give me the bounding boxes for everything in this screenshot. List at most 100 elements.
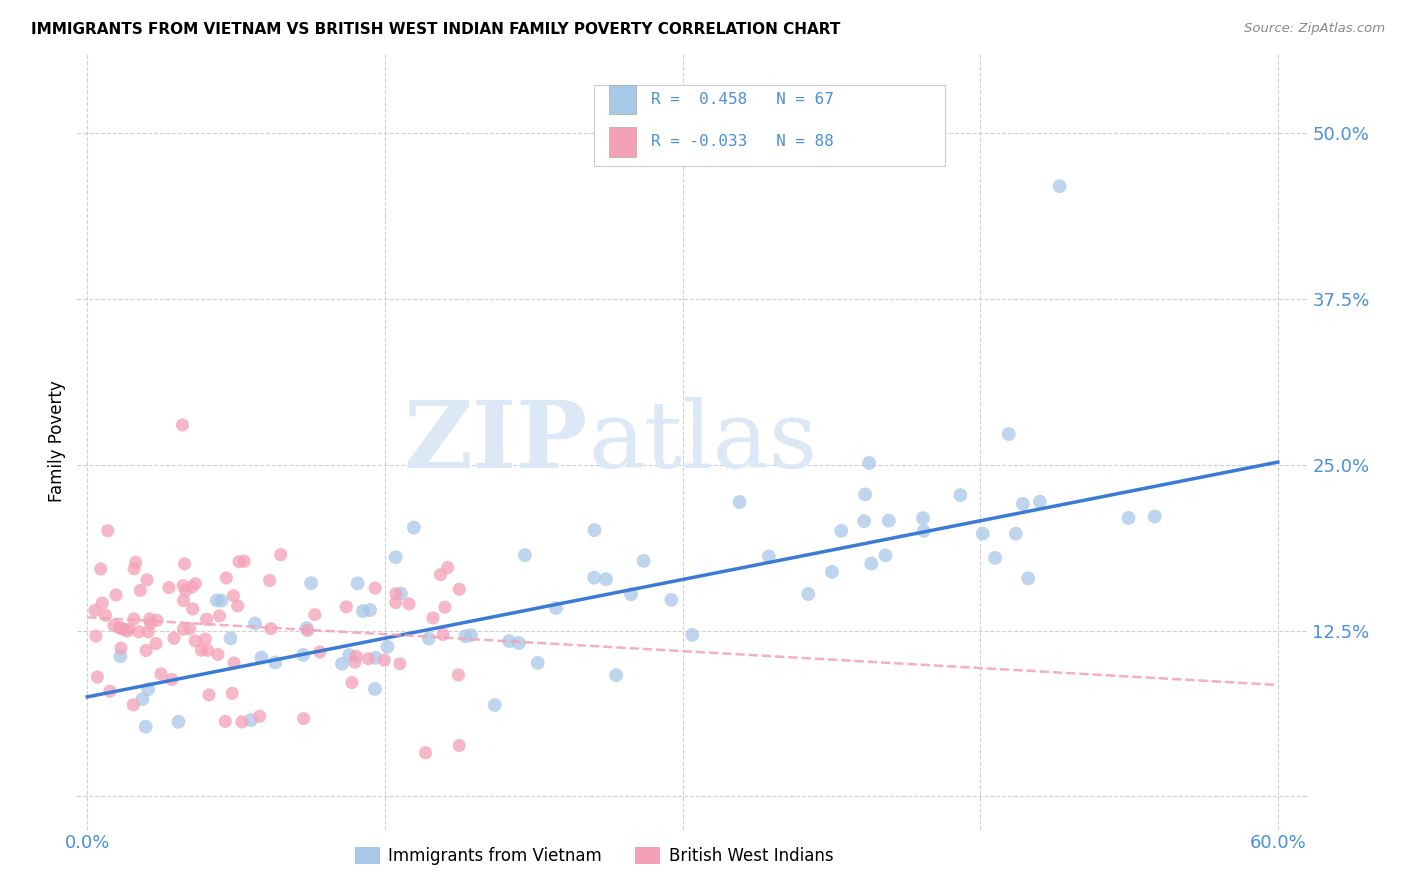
- Point: [1012, 497, 1035, 511]
- Point: [659, 592, 682, 607]
- Point: [508, 636, 530, 650]
- Point: [373, 653, 395, 667]
- Point: [292, 712, 315, 726]
- Point: [1017, 571, 1039, 585]
- Bar: [609, 128, 636, 157]
- Point: [454, 629, 477, 643]
- Point: [131, 692, 153, 706]
- Point: [135, 720, 157, 734]
- Point: [110, 641, 132, 656]
- Point: [346, 576, 368, 591]
- Text: IMMIGRANTS FROM VIETNAM VS BRITISH WEST INDIAN FAMILY POVERTY CORRELATION CHART: IMMIGRANTS FROM VIETNAM VS BRITISH WEST …: [31, 22, 841, 37]
- Point: [112, 622, 135, 636]
- Point: [337, 648, 360, 662]
- Text: R = -0.033   N = 88: R = -0.033 N = 88: [651, 135, 834, 150]
- Point: [139, 612, 162, 626]
- Point: [90, 562, 112, 576]
- Point: [239, 713, 262, 727]
- Point: [357, 651, 380, 665]
- Point: [160, 673, 183, 687]
- Point: [259, 574, 281, 588]
- Point: [402, 520, 425, 534]
- Point: [136, 573, 159, 587]
- Point: [343, 655, 366, 669]
- Point: [1004, 526, 1026, 541]
- Y-axis label: Family Poverty: Family Poverty: [48, 381, 66, 502]
- Point: [250, 650, 273, 665]
- Point: [498, 634, 520, 648]
- Point: [222, 656, 245, 670]
- Point: [633, 554, 655, 568]
- Point: [138, 624, 160, 639]
- Point: [853, 514, 876, 528]
- Point: [912, 524, 935, 538]
- Point: [181, 602, 204, 616]
- Point: [122, 698, 145, 712]
- Point: [432, 627, 454, 641]
- Point: [429, 567, 451, 582]
- Point: [583, 571, 606, 585]
- Point: [198, 688, 221, 702]
- Point: [136, 682, 159, 697]
- Point: [821, 565, 844, 579]
- Point: [447, 668, 470, 682]
- Point: [797, 587, 820, 601]
- Point: [340, 675, 363, 690]
- Point: [264, 656, 287, 670]
- Point: [180, 580, 202, 594]
- Point: [222, 589, 245, 603]
- Point: [460, 628, 482, 642]
- Point: [228, 555, 250, 569]
- Text: ZIP: ZIP: [404, 397, 588, 486]
- Point: [243, 616, 266, 631]
- Point: [364, 650, 387, 665]
- Text: R =  0.458   N = 67: R = 0.458 N = 67: [651, 92, 834, 107]
- Point: [728, 495, 751, 509]
- Point: [103, 618, 125, 632]
- Bar: [609, 85, 636, 114]
- Point: [214, 714, 236, 729]
- Point: [1049, 179, 1071, 194]
- Point: [484, 698, 506, 712]
- Point: [297, 624, 319, 638]
- Point: [226, 599, 249, 613]
- Point: [122, 612, 145, 626]
- Point: [292, 648, 315, 662]
- Point: [146, 613, 169, 627]
- Point: [209, 593, 232, 607]
- Point: [1029, 494, 1052, 508]
- Point: [1143, 509, 1166, 524]
- Text: atlas: atlas: [588, 397, 817, 486]
- Point: [167, 714, 190, 729]
- Point: [433, 600, 456, 615]
- Point: [231, 714, 253, 729]
- Point: [249, 709, 271, 723]
- Point: [681, 628, 703, 642]
- Point: [145, 636, 167, 650]
- Point: [129, 583, 152, 598]
- Point: [418, 632, 440, 646]
- Point: [388, 657, 411, 671]
- Point: [911, 511, 934, 525]
- Point: [184, 576, 207, 591]
- Point: [97, 524, 120, 538]
- Point: [84, 603, 107, 617]
- Point: [84, 629, 107, 643]
- Point: [94, 608, 117, 623]
- Point: [583, 523, 606, 537]
- Point: [260, 622, 283, 636]
- Point: [385, 587, 408, 601]
- Point: [190, 643, 212, 657]
- Point: [544, 601, 567, 615]
- Point: [359, 603, 381, 617]
- Point: [128, 624, 150, 639]
- Point: [270, 548, 292, 562]
- Point: [157, 581, 180, 595]
- Point: [422, 611, 444, 625]
- Point: [208, 608, 231, 623]
- Point: [860, 557, 883, 571]
- Point: [173, 557, 195, 571]
- Point: [620, 587, 643, 601]
- Point: [984, 551, 1007, 566]
- Point: [108, 621, 131, 635]
